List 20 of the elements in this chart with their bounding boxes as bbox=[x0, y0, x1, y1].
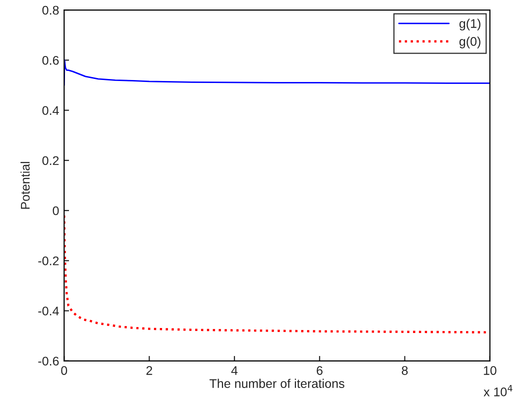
legend-label: g(0) bbox=[459, 36, 480, 48]
x-tick-label: 6 bbox=[316, 366, 323, 375]
line-series bbox=[64, 59, 490, 86]
x-tick-label: 8 bbox=[402, 366, 408, 375]
y-axis-title: Potential bbox=[20, 162, 30, 209]
y-tick-label: -0.2 bbox=[38, 256, 59, 266]
y-tick-label: -0.4 bbox=[38, 306, 59, 316]
x-tick-label: 10 bbox=[484, 366, 496, 375]
legend-label: g(1) bbox=[459, 18, 480, 30]
text: x 10$^{4}$ bbox=[484, 385, 512, 396]
x-tick-label: 4 bbox=[231, 366, 238, 375]
x-tick-label: 2 bbox=[146, 366, 152, 375]
y-tick-label: 0.8 bbox=[42, 6, 59, 15]
y-tick-label: -0.6 bbox=[38, 356, 59, 366]
x-axis-title: The number of iterations bbox=[210, 378, 344, 388]
x-tick-label: 0 bbox=[61, 366, 68, 375]
y-tick-label: 0 bbox=[52, 206, 59, 216]
y-tick-label: 0.2 bbox=[42, 156, 59, 166]
y-tick-label: 0.6 bbox=[42, 56, 59, 65]
y-tick-label: 0.4 bbox=[42, 106, 59, 115]
